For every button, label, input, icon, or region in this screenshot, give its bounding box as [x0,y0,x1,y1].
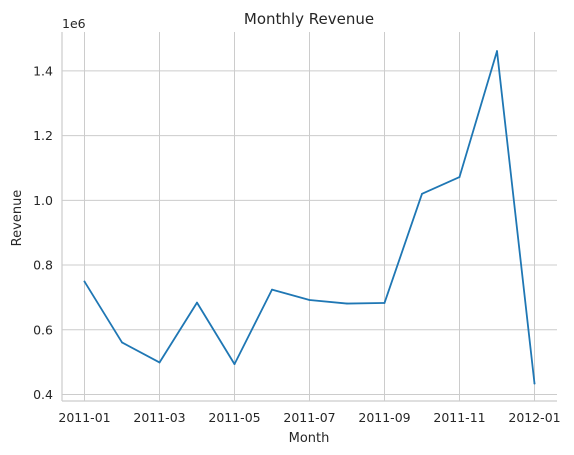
data-point [308,299,311,301]
data-point [121,341,123,344]
y-tick-label: 0.8 [33,258,53,273]
y-offset-label: 1e6 [62,16,86,31]
grid [62,32,557,401]
data-point [496,50,498,52]
y-tick-label: 1.4 [33,63,53,78]
data-point [158,361,161,364]
data-point [458,176,461,178]
x-axis-ticks: 2011-01 2011-03 2011-05 2011-07 2011-09 2011-… [58,410,560,425]
y-axis-label: Revenue [10,190,25,247]
data-point [383,302,386,304]
x-tick-label: 2011-05 [208,410,260,425]
y-tick-label: 0.4 [33,387,53,402]
x-axis-label: Month [289,431,330,446]
y-axis-ticks: 0.4 0.6 0.8 1.0 1.2 1.4 [33,63,53,402]
data-point [346,302,348,305]
chart-title: Monthly Revenue [244,10,374,28]
spines [61,32,557,402]
data-point [233,363,236,365]
x-tick-label: 2011-09 [358,410,410,425]
y-tick-label: 0.6 [33,322,53,337]
series-layer [83,50,536,385]
x-tick-label: 2011-03 [133,410,185,425]
x-tick-label: 2011-01 [58,410,110,425]
y-tick-label: 1.0 [33,193,53,208]
data-point [271,288,273,291]
x-tick-label: 2011-07 [283,410,335,425]
x-tick-label: 2012-01 [508,410,560,425]
x-tick-label: 2011-11 [433,410,485,425]
data-point [421,192,423,195]
data-point [533,382,536,385]
y-tick-label: 1.2 [33,128,53,143]
data-point [196,301,198,304]
data-point [83,280,86,283]
